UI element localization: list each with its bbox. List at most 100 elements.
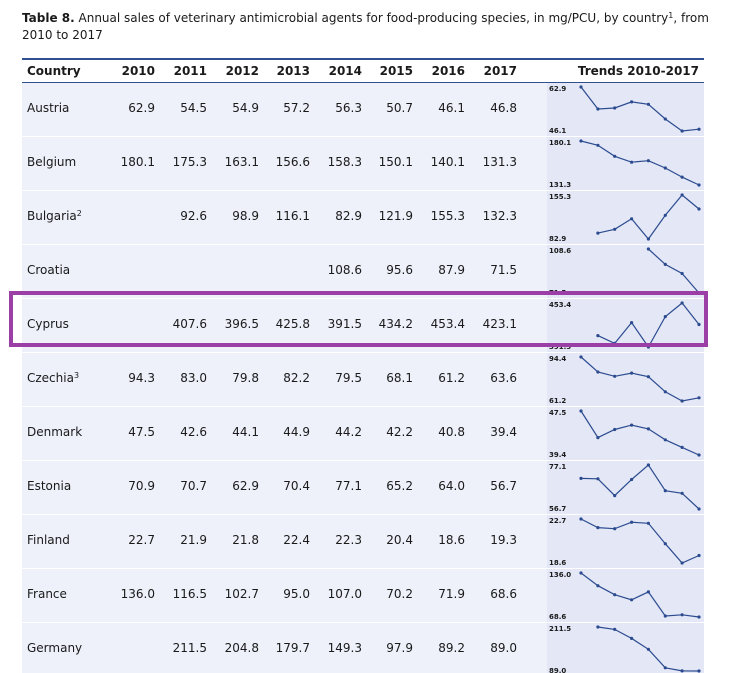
- trend-point: [596, 526, 600, 530]
- trend-point: [697, 127, 701, 131]
- header-year: 2014: [328, 64, 362, 78]
- value-cell: 70.4: [283, 479, 310, 493]
- trend-point: [680, 445, 684, 449]
- table-row: Croatia 108.6 95.6 87.9 71.5 108.6 71.5: [22, 245, 704, 299]
- trend-point: [579, 476, 583, 480]
- value-cell: 68.6: [490, 587, 517, 601]
- value-cell: 82.9: [335, 209, 362, 223]
- value-cell: 22.3: [335, 533, 362, 547]
- trend-max-label: 453.4: [549, 301, 571, 309]
- value-cell: 19.3: [490, 533, 517, 547]
- value-cell: 175.3: [172, 155, 207, 169]
- trend-point: [663, 614, 667, 618]
- trend-point: [680, 175, 684, 179]
- value-cell: 61.2: [438, 371, 465, 385]
- trend-point: [646, 159, 650, 163]
- value-cell: 136.0: [120, 587, 155, 601]
- value-cell: 46.8: [490, 101, 517, 115]
- trend-point: [579, 85, 583, 89]
- trend-point: [579, 355, 583, 359]
- trend-max-label: 47.5: [549, 409, 566, 417]
- trend-point: [646, 590, 650, 594]
- value-cell: 155.3: [430, 209, 465, 223]
- value-cell: 396.5: [224, 317, 259, 331]
- table-caption: Table 8. Annual sales of veterinary anti…: [22, 10, 712, 44]
- trend-point: [579, 139, 583, 143]
- value-cell: 97.9: [386, 641, 413, 655]
- value-cell: 20.4: [386, 533, 413, 547]
- value-cell: 116.1: [275, 209, 310, 223]
- table-row: France 136.0 116.5 102.7 95.0 107.0 70.2 71.9 68…: [22, 569, 704, 623]
- country-name: Cyprus: [27, 317, 69, 331]
- value-cell: 42.6: [180, 425, 207, 439]
- country-name: Finland: [27, 533, 70, 547]
- trend-min-label: 89.0: [549, 667, 566, 673]
- trend-point: [680, 613, 684, 617]
- header-trends: Trends 2010-2017: [577, 64, 699, 78]
- trend-point: [630, 477, 634, 482]
- value-cell: 39.4: [490, 425, 517, 439]
- trend-point: [596, 143, 600, 147]
- trend-sparkline: 62.9 46.1: [547, 83, 704, 136]
- trend-point: [596, 436, 600, 440]
- trend-point: [697, 553, 701, 558]
- trend-point: [613, 593, 617, 597]
- value-cell: 22.7: [128, 533, 155, 547]
- trend-point: [596, 231, 600, 235]
- country-label: Estonia: [27, 479, 72, 493]
- header-year: 2017: [483, 64, 517, 78]
- sparkline-chart: 136.0 68.6: [549, 571, 701, 621]
- value-cell: 70.7: [180, 479, 207, 493]
- trend-min-label: 391.5: [549, 343, 571, 351]
- trend-point: [663, 262, 667, 266]
- value-cell: 54.9: [232, 101, 259, 115]
- table-row: Estonia 70.9 70.7 62.9 70.4 77.1 65.2 64.0 56.7 7…: [22, 461, 704, 515]
- table-row: Germany 211.5 204.8 179.7 149.3 97.9 89.2 89.0 2…: [22, 623, 704, 673]
- trend-point: [579, 517, 583, 521]
- value-cell: 56.3: [335, 101, 362, 115]
- value-cell: 121.9: [378, 209, 413, 223]
- value-cell: 57.2: [283, 101, 310, 115]
- value-cell: 107.0: [327, 587, 362, 601]
- trend-sparkline: 180.1 131.3: [547, 137, 704, 190]
- trend-point: [579, 409, 583, 413]
- trend-sparkline: 108.6 71.5: [547, 245, 704, 298]
- country-name: Germany: [27, 641, 82, 655]
- trend-line: [580, 140, 700, 186]
- trend-point: [596, 334, 600, 338]
- trend-max-label: 22.7: [549, 517, 566, 525]
- trend-point: [697, 291, 701, 295]
- country-label: Croatia: [27, 263, 71, 277]
- value-cell: 62.9: [128, 101, 155, 115]
- value-cell: 50.7: [386, 101, 413, 115]
- table-row: Cyprus 407.6 396.5 425.8 391.5 434.2 453.4 423.…: [22, 299, 704, 353]
- value-cell: 94.3: [128, 371, 155, 385]
- value-cell: 95.6: [386, 263, 413, 277]
- value-cell: 77.1: [335, 479, 362, 493]
- trend-point: [646, 345, 650, 349]
- value-cell: 54.5: [180, 101, 207, 115]
- trend-line: [580, 86, 700, 132]
- sparkline-chart: 22.7 18.6: [549, 517, 701, 567]
- caption-footnote: 1: [668, 11, 674, 20]
- trend-point: [630, 520, 634, 524]
- trend-point: [646, 375, 650, 379]
- trend-line: [580, 356, 700, 402]
- value-cell: 391.5: [327, 317, 362, 331]
- caption-label: Table 8.: [22, 11, 75, 25]
- trend-point: [680, 491, 684, 495]
- value-cell: 98.9: [232, 209, 259, 223]
- trend-point: [630, 598, 634, 602]
- trend-point: [663, 542, 667, 546]
- country-name: Bulgaria2: [27, 209, 82, 223]
- sparkline-chart: 108.6 71.5: [549, 247, 701, 297]
- value-cell: 150.1: [378, 155, 413, 169]
- value-cell: 47.5: [128, 425, 155, 439]
- value-cell: 132.3: [482, 209, 517, 223]
- value-cell: 79.8: [232, 371, 259, 385]
- trend-max-label: 108.6: [549, 247, 571, 255]
- country-name: France: [27, 587, 67, 601]
- trend-point: [613, 427, 617, 432]
- trend-point: [630, 100, 634, 104]
- trend-point: [613, 106, 617, 110]
